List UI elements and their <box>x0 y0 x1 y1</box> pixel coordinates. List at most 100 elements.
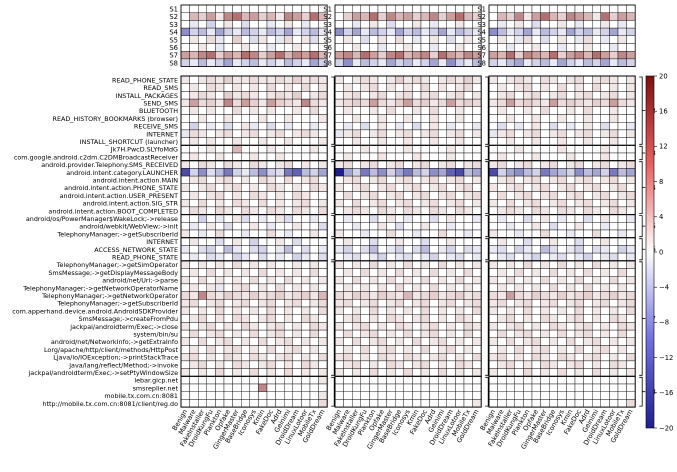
feature-row-label: TelephonyManager;->getNetworkOperatorNam… <box>22 284 178 292</box>
heatmap-cell <box>626 121 636 131</box>
heatmap-cell <box>206 91 216 100</box>
heatmap-cell <box>377 191 387 200</box>
heatmap-cell <box>240 229 250 238</box>
heatmap-cell <box>206 299 216 308</box>
colorbar-gradient <box>645 75 655 429</box>
heatmap-cell <box>557 399 567 408</box>
heatmap-cell <box>334 27 344 37</box>
heatmap-cell <box>583 206 593 215</box>
heatmap-cell <box>617 383 627 392</box>
heatmap-cell <box>438 353 448 362</box>
heatmap-cell <box>258 329 268 339</box>
heatmap-cell <box>540 43 550 52</box>
heatmap-cell <box>258 160 268 169</box>
heatmap-cell <box>395 114 405 123</box>
heatmap-cell <box>369 160 379 169</box>
heatmap-cell <box>420 360 430 369</box>
heatmap-cell <box>463 121 473 131</box>
heatmap-cell <box>438 106 448 115</box>
heatmap-cell <box>523 12 533 21</box>
heatmap-cell <box>395 175 405 185</box>
heatmap-cell <box>301 329 311 339</box>
feature-row-label: com.google.android.c2dm.C2DMBroadcastRec… <box>14 153 179 161</box>
heatmap-cell <box>446 353 456 362</box>
heatmap-cell <box>446 183 456 192</box>
heatmap-cell <box>438 152 448 161</box>
heatmap-cell <box>386 27 396 37</box>
heatmap-cell <box>292 229 302 238</box>
heatmap-cell <box>446 145 456 154</box>
heatmap-cell <box>617 58 627 67</box>
heatmap-cell <box>284 58 294 67</box>
heatmap-cell <box>369 206 379 215</box>
heatmap-cell <box>189 383 199 392</box>
heatmap-cell <box>506 43 516 52</box>
heatmap-cell <box>531 368 541 377</box>
heatmap-panels: S1S2S3S4S5S6S7S8S2S3S4S5S6S7S8BenignMalw… <box>169 4 656 451</box>
heatmap-cell <box>284 345 294 354</box>
heatmap-cell <box>609 268 619 277</box>
heatmap-cell <box>360 345 370 354</box>
heatmap-cell <box>301 20 311 29</box>
heatmap-cell <box>463 360 473 369</box>
heatmap-cell <box>566 291 576 300</box>
heatmap-cell <box>592 283 602 292</box>
heatmap-cell <box>523 75 533 84</box>
heatmap-cell <box>232 129 242 138</box>
heatmap-cell <box>566 168 576 177</box>
heatmap-cell <box>566 91 576 100</box>
heatmap-cell <box>266 83 276 92</box>
heatmap-cell <box>309 137 319 146</box>
heatmap-cell <box>197 137 207 146</box>
heatmap-cell <box>626 206 636 215</box>
heatmap-cell <box>549 360 559 369</box>
heatmap-cell <box>369 121 379 131</box>
top-row-label: S5 <box>323 36 332 44</box>
heatmap-cell <box>412 35 422 44</box>
heatmap-cell <box>514 399 524 408</box>
heatmap-cell <box>549 121 559 131</box>
heatmap-cell <box>540 168 550 177</box>
heatmap-cell <box>360 337 370 346</box>
heatmap-cell <box>275 114 285 123</box>
heatmap-cell <box>395 222 405 231</box>
heatmap-cell <box>309 58 319 67</box>
heatmap-cell <box>232 268 242 277</box>
heatmap-cell <box>531 12 541 21</box>
heatmap-cell <box>574 376 584 385</box>
heatmap-cell <box>249 237 259 246</box>
heatmap-cell <box>600 198 610 208</box>
heatmap-cell <box>592 237 602 246</box>
heatmap-cell <box>266 43 276 52</box>
colorbar-tick-label: 12 <box>659 143 668 151</box>
heatmap-cell <box>583 345 593 354</box>
heatmap-cell <box>360 168 370 177</box>
heatmap-cell <box>343 91 353 100</box>
heatmap-cell <box>180 276 190 285</box>
heatmap-cell <box>377 252 387 262</box>
heatmap-cell <box>189 12 199 21</box>
heatmap-cell <box>438 198 448 208</box>
heatmap-cell <box>275 314 285 323</box>
heatmap-cell <box>506 299 516 308</box>
heatmap-cell <box>232 368 242 377</box>
heatmap-cell <box>395 206 405 215</box>
heatmap-cell <box>206 268 216 277</box>
heatmap-cell <box>429 191 439 200</box>
heatmap-cell <box>206 391 216 400</box>
heatmap-cell <box>488 237 498 246</box>
feature-row-label: android/os/PowerManager$WakeLock;->relea… <box>26 215 178 223</box>
heatmap-cell <box>180 229 190 238</box>
heatmap-cell <box>369 345 379 354</box>
heatmap-cell <box>309 83 319 92</box>
heatmap-cell <box>531 391 541 400</box>
heatmap-cell <box>232 337 242 346</box>
heatmap-cell <box>566 322 576 331</box>
heatmap-cell <box>386 129 396 138</box>
heatmap-cell <box>232 27 242 37</box>
heatmap-cell <box>455 245 465 254</box>
heatmap-cell <box>549 198 559 208</box>
heatmap-cell <box>309 353 319 362</box>
heatmap-cell <box>301 353 311 362</box>
heatmap-cell <box>583 252 593 262</box>
